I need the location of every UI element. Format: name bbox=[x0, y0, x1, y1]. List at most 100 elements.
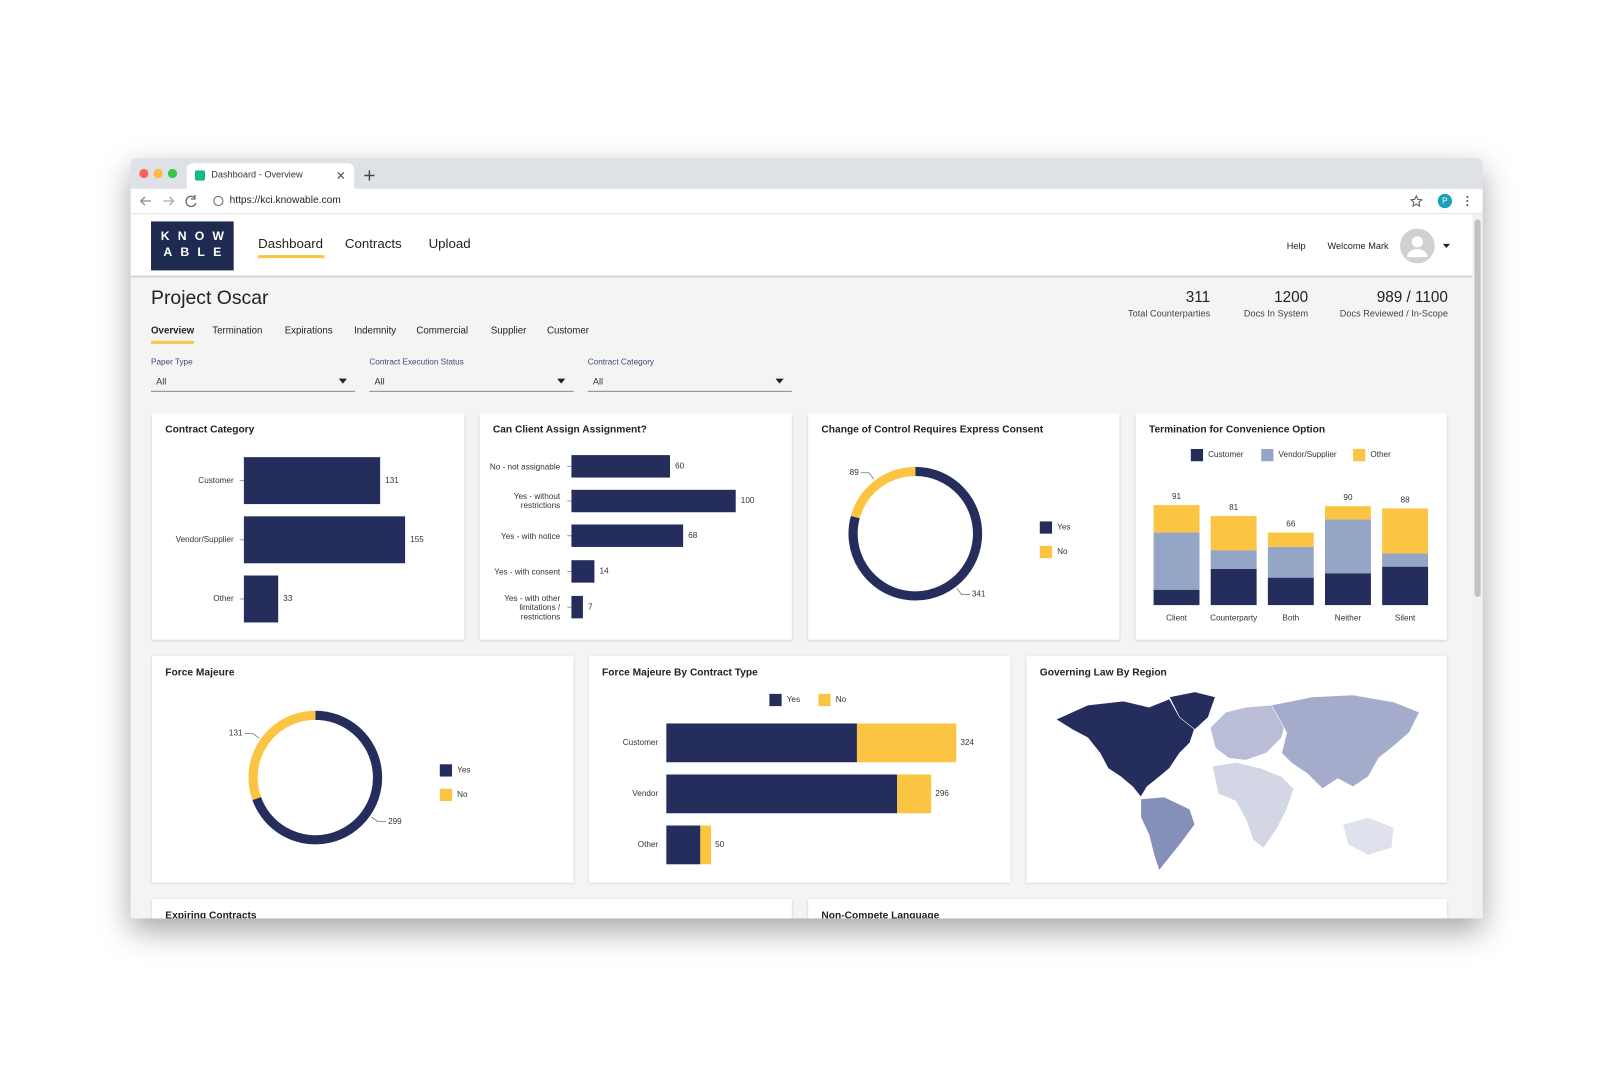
donut-segment bbox=[848, 466, 983, 601]
legend-label: Yes bbox=[787, 695, 800, 704]
tab[interactable] bbox=[186, 163, 355, 189]
greenland bbox=[1168, 691, 1216, 730]
chart-card: Termination for Convenience Option Custom… bbox=[1135, 413, 1447, 640]
filter-caret bbox=[338, 378, 347, 384]
stat-value: 311 bbox=[1185, 288, 1211, 307]
donut-segment bbox=[248, 710, 316, 801]
chrome-icons-2 bbox=[337, 170, 375, 181]
y-category-text: Yes - with notice bbox=[501, 531, 561, 541]
tab-close bbox=[337, 172, 345, 180]
bar-segment bbox=[1153, 532, 1200, 590]
value-label: 68 bbox=[688, 531, 698, 540]
bar-segment bbox=[1210, 516, 1257, 551]
legend-swatch bbox=[439, 764, 453, 777]
y-category-label: Yes - with notice bbox=[501, 531, 561, 541]
value-label: 60 bbox=[675, 461, 685, 470]
tab-favicon bbox=[194, 170, 206, 181]
y-category-text: Yes - without restrictions bbox=[513, 491, 561, 511]
stat-label: Total Counterparties bbox=[1128, 308, 1211, 319]
y-category-label: No - not assignable bbox=[490, 462, 560, 471]
legend-label: Yes bbox=[457, 766, 470, 775]
y-category-label: Yes - with other limitations / restricti… bbox=[504, 593, 561, 621]
section-tab[interactable]: Termination bbox=[212, 325, 263, 337]
filter-caret bbox=[775, 378, 784, 384]
donut-segment bbox=[252, 710, 383, 845]
chart: No - not assignable 60 Yes - without restr… bbox=[490, 455, 755, 621]
x-category-label: Silent bbox=[1395, 614, 1416, 623]
bar-segment bbox=[700, 825, 712, 865]
user-avatar bbox=[1399, 228, 1450, 264]
bar-segment bbox=[1267, 577, 1314, 606]
chart-card: Force Majeure By Contract Type Yes No Custo… bbox=[588, 656, 1011, 883]
south-america bbox=[1140, 796, 1196, 872]
value-label: 89 bbox=[850, 468, 860, 477]
address-bar bbox=[130, 188, 1483, 215]
filter-select[interactable] bbox=[587, 371, 792, 392]
url[interactable]: https://kci.knowable.com bbox=[229, 194, 341, 207]
bar-segment bbox=[1153, 505, 1200, 533]
legend-swatch bbox=[439, 788, 453, 802]
y-category-label: Other bbox=[213, 594, 234, 603]
bar-segment bbox=[1324, 519, 1371, 574]
nav-link[interactable]: Upload bbox=[428, 235, 471, 252]
bar-segment bbox=[666, 774, 898, 814]
reload-button bbox=[185, 194, 197, 208]
section-tab-underline bbox=[151, 340, 194, 344]
window-control bbox=[139, 168, 149, 179]
y-category-text: Yes - with consent bbox=[494, 566, 561, 577]
value-label: 14 bbox=[600, 567, 610, 576]
australia bbox=[1342, 817, 1395, 856]
stat-label: Docs In System bbox=[1243, 308, 1309, 319]
chart-card: Can Client Assign Assignment? No - not as… bbox=[479, 413, 792, 640]
filter-value: All bbox=[156, 376, 167, 387]
filter-select[interactable] bbox=[369, 371, 574, 392]
value-label: 341 bbox=[972, 590, 986, 599]
legend-swatch bbox=[818, 693, 831, 707]
project-title: Project Oscar bbox=[151, 287, 269, 310]
bar-segment bbox=[1382, 553, 1429, 567]
section-tab[interactable]: Expirations bbox=[284, 325, 333, 337]
welcome-text: Welcome Mark bbox=[1327, 240, 1389, 252]
y-category-label: Yes - with consent bbox=[494, 566, 561, 577]
y-category-text: Yes - with other limitations / restricti… bbox=[504, 593, 561, 621]
nav-link[interactable]: Dashboard bbox=[258, 235, 324, 252]
bar-segment bbox=[1267, 546, 1314, 578]
filter-select[interactable] bbox=[151, 371, 356, 392]
section-tab[interactable]: Customer bbox=[546, 325, 589, 337]
bar bbox=[571, 595, 583, 619]
bar bbox=[243, 575, 279, 623]
chart-title: Force Majeure By Contract Type bbox=[602, 667, 758, 679]
bar bbox=[243, 457, 381, 505]
stat-value: 989 / 1100 bbox=[1376, 288, 1448, 307]
value-label: 131 bbox=[229, 729, 243, 738]
legend-label: No bbox=[1057, 547, 1068, 556]
filter-value: All bbox=[374, 376, 385, 387]
logo bbox=[151, 221, 234, 271]
help-link[interactable]: Help bbox=[1286, 240, 1306, 252]
avatar-body bbox=[1407, 248, 1428, 258]
nav-link[interactable]: Contracts bbox=[344, 235, 402, 252]
avatar-head bbox=[1411, 236, 1423, 248]
star-icon bbox=[1409, 194, 1423, 208]
section-tab[interactable]: Commercial bbox=[416, 325, 469, 337]
total-label: 90 bbox=[1343, 493, 1353, 502]
bar-segment bbox=[856, 723, 957, 763]
y-category-label: Vendor/Supplier bbox=[176, 535, 234, 544]
bar bbox=[571, 524, 684, 547]
caret bbox=[775, 378, 784, 384]
bar-segment bbox=[897, 774, 932, 814]
legend-swatch bbox=[1261, 448, 1274, 462]
total-label: 324 bbox=[960, 738, 974, 747]
section-tab[interactable]: Indemnity bbox=[354, 325, 397, 337]
bar bbox=[571, 455, 670, 478]
chart-card: Change of Control Requires Express Conse… bbox=[808, 413, 1120, 640]
section-tab[interactable]: Overview bbox=[151, 325, 195, 337]
chart: 299 Yes 131 No bbox=[229, 710, 470, 845]
chart-title: Change of Control Requires Express Conse… bbox=[821, 424, 1044, 436]
y-category-label: Customer bbox=[198, 476, 234, 485]
logo-line: KNOW bbox=[160, 228, 233, 243]
section-tab[interactable]: Supplier bbox=[490, 325, 527, 337]
filter-value: All bbox=[592, 376, 604, 387]
window-control bbox=[153, 168, 163, 179]
